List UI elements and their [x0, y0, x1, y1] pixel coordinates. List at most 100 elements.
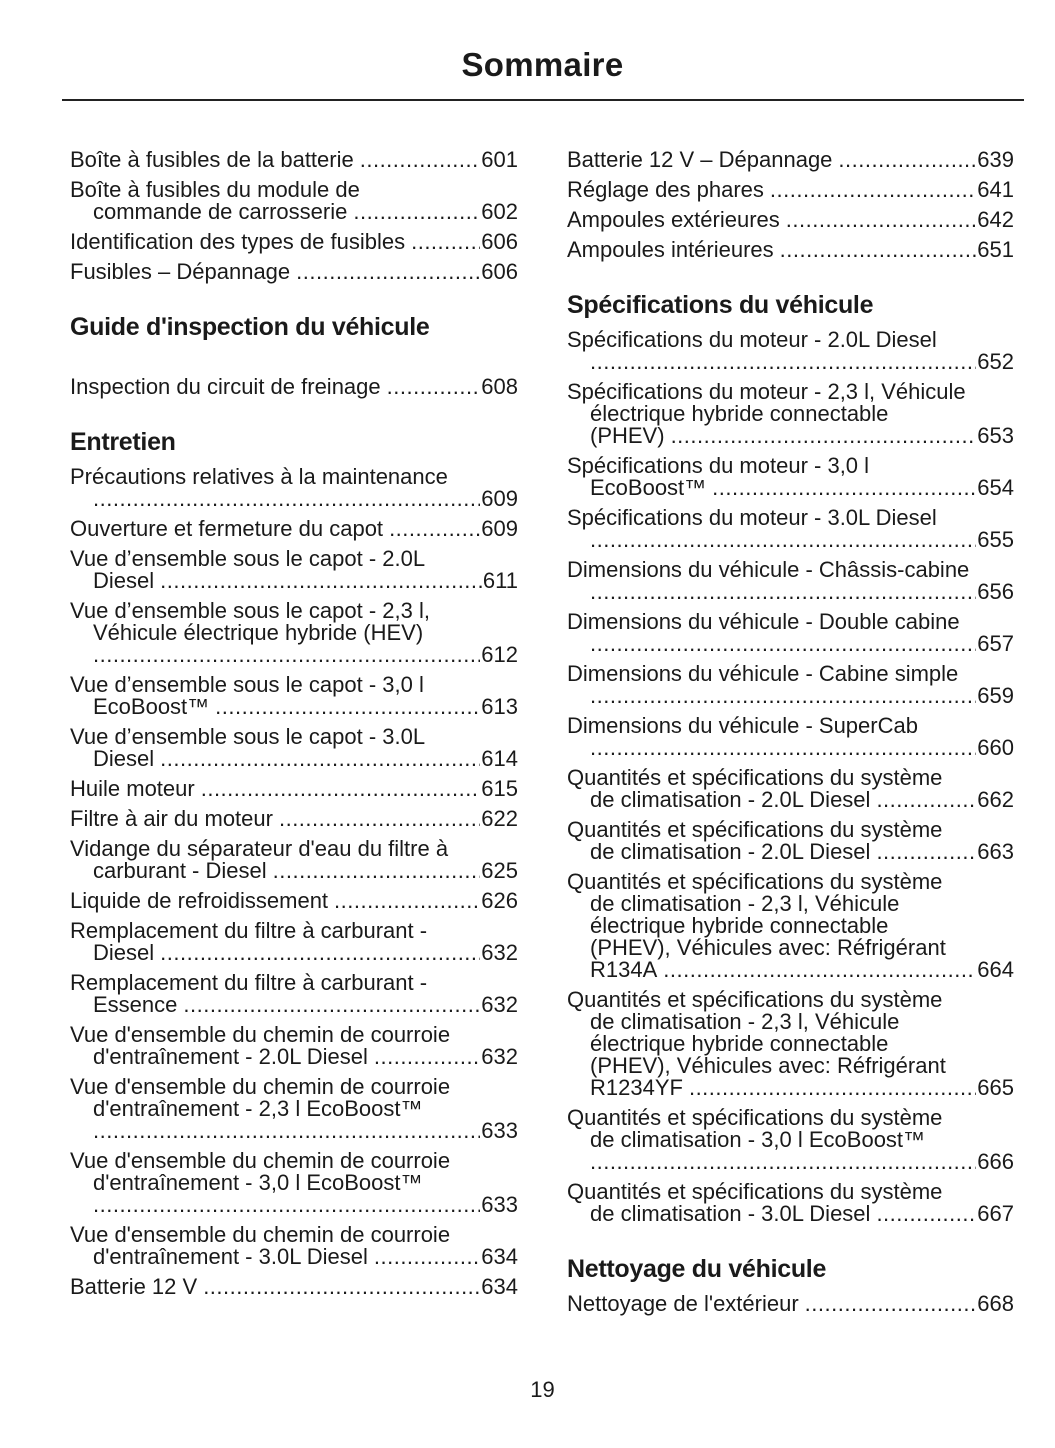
toc-page-number[interactable]: 606 [481, 259, 518, 284]
toc-entry[interactable]: Quantités et spécifications du système de… [567, 989, 1014, 1099]
toc-entry[interactable]: Ampoules intérieures....................… [567, 239, 1014, 261]
toc-page-number[interactable]: 660 [977, 735, 1014, 760]
toc-entry[interactable]: Batterie 12 V...........................… [70, 1276, 518, 1298]
toc-page-number[interactable]: 612 [481, 642, 518, 667]
toc-page-number[interactable]: 626 [481, 888, 518, 913]
toc-page-number[interactable]: 613 [481, 694, 518, 719]
toc-entry[interactable]: Vue d’ensemble sous le capot - 3,0 l EcoB… [70, 674, 518, 718]
toc-entry-line: de climatisation - 2,3 l, Véhicule [567, 1011, 1014, 1033]
toc-page-number[interactable]: 662 [977, 787, 1014, 812]
toc-entry[interactable]: Quantités et spécifications du système de… [567, 1107, 1014, 1173]
toc-entry[interactable]: Vue d’ensemble sous le capot - 2.0L Diese… [70, 548, 518, 592]
toc-entry-line: R134A...................................… [567, 959, 1014, 981]
toc-entry[interactable]: Dimensions du véhicule - Châssis-cabine.… [567, 559, 1014, 603]
toc-page-number[interactable]: 666 [977, 1149, 1014, 1174]
toc-entry[interactable]: Dimensions du véhicule - SuperCab.......… [567, 715, 1014, 759]
toc-page-number[interactable]: 625 [481, 858, 518, 883]
toc-entry-text: Quantités et spécifications du système [567, 869, 943, 894]
section-heading: Nettoyage du véhicule [567, 1255, 827, 1283]
toc-entry[interactable]: Boîte à fusibles de la batterie.........… [70, 149, 518, 171]
toc-entry[interactable]: Dimensions du véhicule - Double cabine..… [567, 611, 1014, 655]
toc-page-number[interactable]: 667 [977, 1201, 1014, 1226]
toc-page-number[interactable]: 609 [481, 516, 518, 541]
toc-entry[interactable]: Vue d’ensemble sous le capot - 2,3 l, Véh… [70, 600, 518, 666]
toc-page-number[interactable]: 641 [977, 177, 1014, 202]
toc-page-number[interactable]: 633 [481, 1118, 518, 1143]
toc-page-number[interactable]: 655 [977, 527, 1014, 552]
toc-page-number[interactable]: 653 [977, 423, 1014, 448]
toc-entry[interactable]: Batterie 12 V – Dépannage...............… [567, 149, 1014, 171]
toc-page-number[interactable]: 639 [977, 147, 1014, 172]
toc-page-number[interactable]: 634 [481, 1274, 518, 1299]
toc-page-number[interactable]: 654 [977, 475, 1014, 500]
dot-leader: ........................................… [93, 488, 480, 510]
dot-leader: ........................................… [590, 351, 976, 373]
toc-page-number[interactable]: 651 [977, 237, 1014, 262]
toc-entry-line: de climatisation - 2,3 l, Véhicule [567, 893, 1014, 915]
toc-entry[interactable]: Filtre à air du moteur..................… [70, 808, 518, 830]
toc-page-number[interactable]: 606 [481, 229, 518, 254]
toc-page-number[interactable]: 665 [977, 1075, 1014, 1100]
toc-entry[interactable]: Spécifications du moteur - 2.0L Diesel..… [567, 329, 1014, 373]
toc-entry-line: ........................................… [70, 1194, 518, 1216]
toc-entry[interactable]: Remplacement du filtre à carburant - Esse… [70, 972, 518, 1016]
toc-entry[interactable]: Nettoyage de l'extérieur................… [567, 1293, 1014, 1315]
toc-entry[interactable]: Ampoules extérieures....................… [567, 209, 1014, 231]
toc-page-number[interactable]: 611 [482, 568, 518, 593]
toc-entry[interactable]: Ouverture et fermeture du capot.........… [70, 518, 518, 540]
toc-entry-text: Fusibles – Dépannage [70, 259, 291, 284]
toc-page-number[interactable]: 608 [481, 374, 518, 399]
dot-leader: ........................................… [93, 1120, 480, 1142]
toc-entry[interactable]: Quantités et spécifications du système de… [567, 871, 1014, 981]
toc-entry[interactable]: Quantités et spécifications du système de… [567, 819, 1014, 863]
toc-page-number[interactable]: 614 [481, 746, 518, 771]
toc-page-number[interactable]: 601 [481, 147, 518, 172]
toc-page-number[interactable]: 668 [977, 1291, 1014, 1316]
toc-page-number[interactable]: 657 [977, 631, 1014, 656]
toc-entry[interactable]: Réglage des phares......................… [567, 179, 1014, 201]
toc-page-number[interactable]: 602 [481, 199, 518, 224]
toc-page-number[interactable]: 652 [977, 349, 1014, 374]
toc-entry[interactable]: Identification des types de fusibles....… [70, 231, 518, 253]
toc-column-right: Batterie 12 V – Dépannage...............… [567, 149, 1014, 1315]
toc-entry[interactable]: Vue d’ensemble sous le capot - 3.0L Diese… [70, 726, 518, 770]
toc-entry[interactable]: Vue d'ensemble du chemin de courroie d'en… [70, 1076, 518, 1142]
toc-entry[interactable]: Remplacement du filtre à carburant - Dies… [70, 920, 518, 964]
toc-page-number[interactable]: 622 [481, 806, 518, 831]
toc-page-number[interactable]: 634 [481, 1244, 518, 1269]
toc-entry-text: Diesel [93, 940, 155, 965]
toc-entry[interactable]: Vue d'ensemble du chemin de courroie d'en… [70, 1224, 518, 1268]
toc-entry[interactable]: Quantités et spécifications du système de… [567, 1181, 1014, 1225]
toc-entry[interactable]: Précautions relatives à la maintenance..… [70, 466, 518, 510]
toc-entry[interactable]: Huile moteur............................… [70, 778, 518, 800]
toc-entry[interactable]: Fusibles – Dépannage....................… [70, 261, 518, 283]
toc-entry-text: Diesel [93, 746, 155, 771]
toc-entry[interactable]: Boîte à fusibles du module de commande de… [70, 179, 518, 223]
toc-page-number[interactable]: 642 [977, 207, 1014, 232]
dot-leader: ........................................… [334, 890, 480, 912]
toc-entry[interactable]: Spécifications du moteur - 2,3 l, Véhicu… [567, 381, 1014, 447]
toc-page-number[interactable]: 656 [977, 579, 1014, 604]
toc-entry[interactable]: Liquide de refroidissement..............… [70, 890, 518, 912]
toc-entry[interactable]: Vue d'ensemble du chemin de courroie d'en… [70, 1150, 518, 1216]
toc-entry[interactable]: Vue d'ensemble du chemin de courroie d'en… [70, 1024, 518, 1068]
toc-entry[interactable]: Spécifications du moteur - 3,0 l EcoBoost… [567, 455, 1014, 499]
toc-page-number[interactable]: 609 [481, 486, 518, 511]
toc-page-number[interactable]: 615 [481, 776, 518, 801]
toc-entry[interactable]: Inspection du circuit de freinage.......… [70, 376, 518, 398]
toc-entry-text: Batterie 12 V [70, 1274, 198, 1299]
toc-page-number[interactable]: 659 [977, 683, 1014, 708]
toc-page-number[interactable]: 664 [977, 957, 1014, 982]
toc-entry[interactable]: Quantités et spécifications du système de… [567, 767, 1014, 811]
toc-page-number[interactable]: 632 [481, 940, 518, 965]
toc-page-number[interactable]: 663 [977, 839, 1014, 864]
dot-leader: ........................................… [785, 209, 977, 231]
toc-page-number[interactable]: 632 [481, 992, 518, 1017]
toc-page-number[interactable]: 633 [481, 1192, 518, 1217]
toc-page-number[interactable]: 632 [481, 1044, 518, 1069]
toc-entry[interactable]: Spécifications du moteur - 3.0L Diesel..… [567, 507, 1014, 551]
dot-leader: ........................................… [93, 644, 480, 666]
toc-entry[interactable]: Dimensions du véhicule - Cabine simple..… [567, 663, 1014, 707]
section-heading: Entretien [70, 428, 176, 456]
